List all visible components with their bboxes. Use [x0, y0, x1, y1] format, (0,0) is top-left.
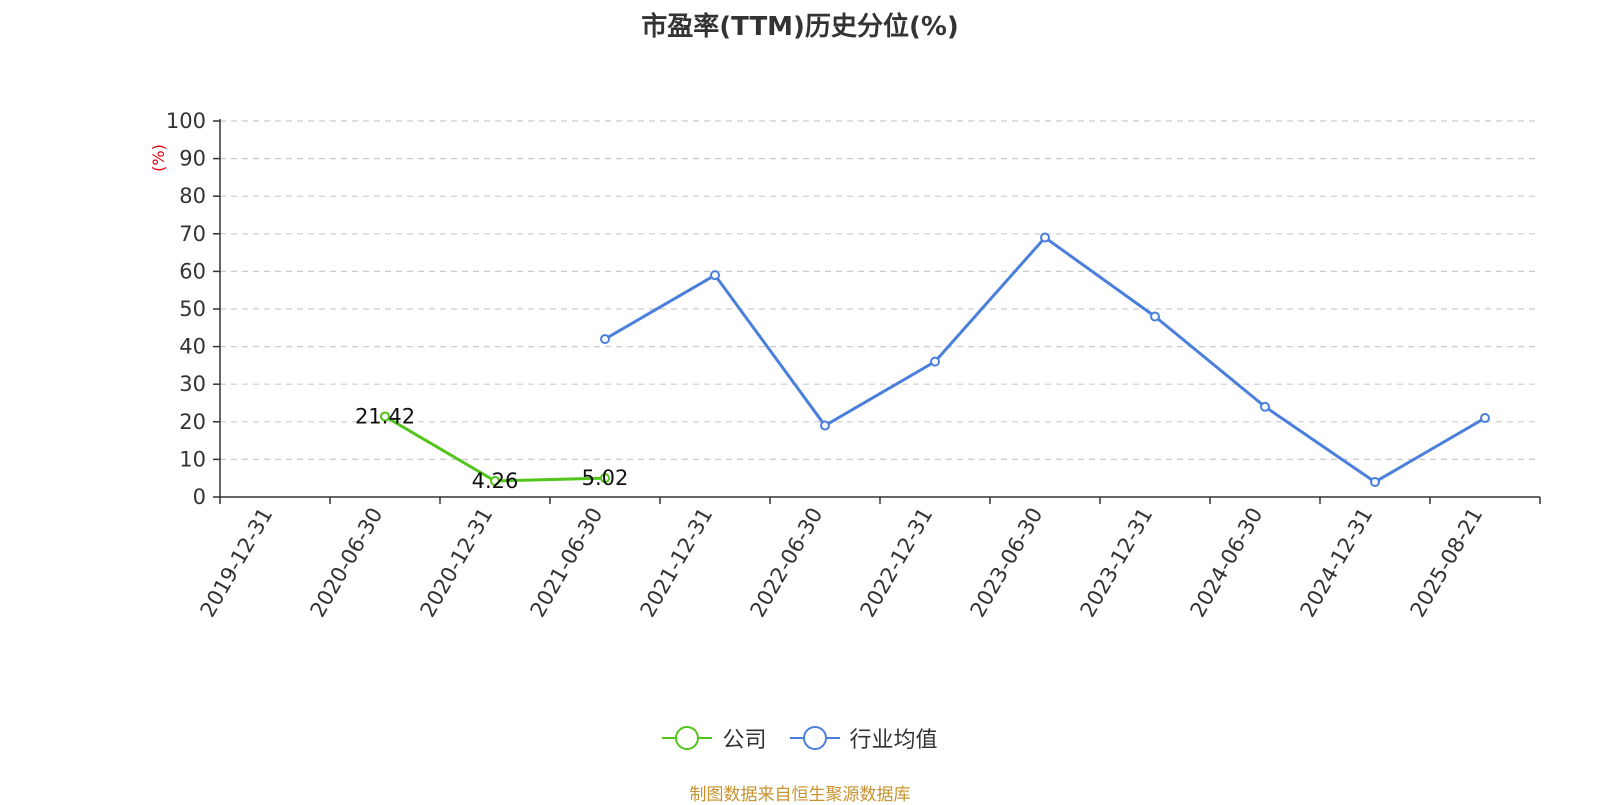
y-tick-label: 50 — [179, 297, 206, 321]
data-point-1 — [930, 356, 940, 367]
legend-item-industry[interactable]: 行业均值 — [789, 722, 938, 754]
data-point-1 — [600, 334, 610, 345]
data-point-0 — [490, 475, 500, 486]
x-tick-label: 2023-06-30 — [966, 504, 1048, 622]
y-tick-label: 80 — [179, 184, 206, 208]
data-point-0 — [380, 411, 390, 422]
y-tick-label: 20 — [179, 410, 206, 434]
y-tick-label: 40 — [179, 335, 206, 359]
chart-title: 市盈率(TTM)历史分位(%) — [641, 12, 959, 42]
x-tick-label: 2023-12-31 — [1076, 504, 1158, 622]
data-point-1 — [1480, 413, 1490, 424]
chart-legend: 公司 行业均值 — [0, 722, 1600, 756]
data-point-1 — [710, 270, 720, 281]
legend-symbol-company-icon — [662, 726, 713, 750]
y-tick-label: 70 — [179, 222, 206, 246]
x-tick-label: 2020-06-30 — [306, 504, 388, 622]
y-tick-label: 60 — [179, 259, 206, 283]
x-tick-label: 2020-12-31 — [416, 504, 498, 622]
data-source-note: 制图数据来自恒生聚源数据库 — [689, 785, 911, 805]
legend-label-industry: 行业均值 — [849, 728, 938, 753]
y-tick-label: 30 — [179, 372, 206, 396]
y-tick-label: 10 — [179, 447, 206, 471]
data-point-1 — [1260, 401, 1270, 412]
legend-circle-company — [675, 726, 700, 750]
x-tick-label: 2025-08-21 — [1406, 504, 1488, 622]
data-label: 4.26 — [472, 469, 519, 493]
legend-symbol-industry-icon — [789, 726, 840, 750]
x-tick-label: 2024-12-31 — [1296, 504, 1378, 622]
y-axis-label: (%) — [149, 144, 168, 172]
x-tick-label: 2024-06-30 — [1186, 504, 1268, 622]
x-tick-label: 2022-06-30 — [746, 504, 828, 622]
data-point-0 — [600, 473, 610, 484]
x-tick-label: 2021-12-31 — [636, 504, 718, 622]
x-tick-label: 2022-12-31 — [856, 504, 938, 622]
data-point-1 — [1150, 311, 1160, 322]
data-point-1 — [820, 420, 830, 431]
series-line-1 — [604, 236, 1486, 484]
legend-label-company: 公司 — [722, 728, 767, 753]
data-label: 5.02 — [582, 466, 629, 490]
x-tick-label: 2021-06-30 — [526, 504, 608, 622]
x-tick-label: 2019-12-31 — [196, 504, 278, 622]
y-tick-label: 0 — [193, 485, 206, 509]
legend-circle-industry — [802, 726, 827, 750]
data-point-1 — [1040, 232, 1050, 243]
data-label: 21.42 — [355, 404, 415, 428]
legend-item-company[interactable]: 公司 — [662, 722, 767, 754]
y-tick-label: 100 — [166, 109, 206, 133]
data-point-1 — [1370, 476, 1380, 487]
y-tick-label: 90 — [179, 147, 206, 171]
